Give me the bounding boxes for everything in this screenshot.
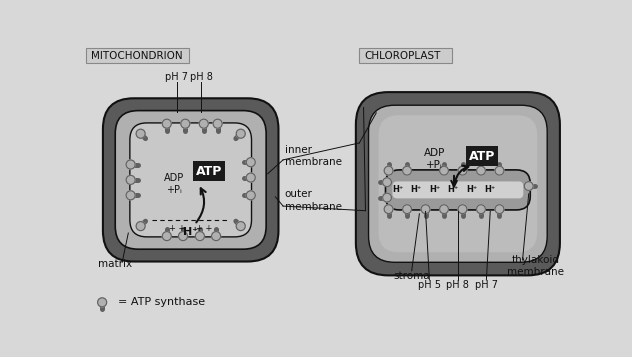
Circle shape bbox=[384, 205, 393, 213]
Circle shape bbox=[136, 222, 145, 231]
Circle shape bbox=[162, 232, 171, 241]
Text: pH 8: pH 8 bbox=[446, 280, 470, 290]
Circle shape bbox=[477, 166, 485, 175]
Circle shape bbox=[136, 129, 145, 138]
Circle shape bbox=[97, 298, 107, 307]
Text: = ATP synthase: = ATP synthase bbox=[118, 297, 205, 307]
Circle shape bbox=[212, 232, 221, 241]
Circle shape bbox=[126, 191, 135, 200]
Text: H⁺: H⁺ bbox=[485, 185, 496, 195]
Text: H⁺: H⁺ bbox=[466, 185, 477, 195]
Text: outer
membrane: outer membrane bbox=[284, 190, 342, 212]
Text: CHLOROPLAST: CHLOROPLAST bbox=[364, 51, 441, 61]
Text: ATP: ATP bbox=[196, 165, 222, 178]
Circle shape bbox=[246, 191, 255, 200]
FancyBboxPatch shape bbox=[356, 92, 560, 275]
Circle shape bbox=[495, 166, 504, 175]
FancyBboxPatch shape bbox=[368, 105, 547, 262]
Circle shape bbox=[236, 129, 245, 138]
Text: ATP: ATP bbox=[468, 150, 495, 162]
FancyBboxPatch shape bbox=[379, 115, 537, 252]
Circle shape bbox=[458, 166, 467, 175]
Circle shape bbox=[525, 182, 533, 191]
FancyBboxPatch shape bbox=[392, 181, 523, 198]
Text: thylakoid
membrane: thylakoid membrane bbox=[507, 255, 564, 277]
Text: ADP
+Pᵢ: ADP +Pᵢ bbox=[164, 172, 184, 195]
Circle shape bbox=[440, 205, 449, 213]
Circle shape bbox=[382, 193, 391, 202]
Circle shape bbox=[162, 119, 171, 128]
FancyBboxPatch shape bbox=[86, 48, 189, 63]
Circle shape bbox=[181, 119, 190, 128]
Circle shape bbox=[178, 232, 188, 241]
Circle shape bbox=[440, 166, 449, 175]
Text: H⁺: H⁺ bbox=[183, 227, 198, 237]
Text: MITOCHONDRION: MITOCHONDRION bbox=[92, 51, 183, 61]
Text: pH 7: pH 7 bbox=[166, 72, 188, 82]
Circle shape bbox=[236, 222, 245, 231]
Text: pH 5: pH 5 bbox=[418, 280, 441, 290]
Circle shape bbox=[246, 158, 255, 167]
FancyBboxPatch shape bbox=[386, 170, 530, 210]
Circle shape bbox=[199, 119, 209, 128]
FancyBboxPatch shape bbox=[115, 111, 266, 249]
Text: pH 8: pH 8 bbox=[190, 72, 213, 82]
Text: ADP
+Pᵢ: ADP +Pᵢ bbox=[424, 148, 446, 170]
Text: + +: + + bbox=[197, 224, 213, 233]
Circle shape bbox=[403, 166, 411, 175]
Circle shape bbox=[384, 166, 393, 175]
Text: stroma: stroma bbox=[393, 271, 430, 281]
FancyBboxPatch shape bbox=[466, 146, 498, 166]
FancyBboxPatch shape bbox=[103, 98, 279, 262]
FancyBboxPatch shape bbox=[358, 48, 453, 63]
Text: H⁺: H⁺ bbox=[411, 185, 422, 195]
Circle shape bbox=[246, 173, 255, 182]
Circle shape bbox=[403, 205, 411, 213]
FancyBboxPatch shape bbox=[193, 161, 226, 181]
Circle shape bbox=[458, 205, 467, 213]
Text: + +: + + bbox=[169, 224, 185, 233]
Circle shape bbox=[495, 205, 504, 213]
Text: pH 7: pH 7 bbox=[475, 280, 498, 290]
Circle shape bbox=[126, 160, 135, 169]
Circle shape bbox=[421, 205, 430, 213]
Text: matrix: matrix bbox=[97, 259, 131, 269]
Circle shape bbox=[126, 175, 135, 185]
Circle shape bbox=[382, 178, 391, 187]
Text: H⁺: H⁺ bbox=[392, 185, 403, 195]
FancyBboxPatch shape bbox=[130, 123, 252, 237]
Text: H⁺: H⁺ bbox=[429, 185, 441, 195]
Text: inner
membrane: inner membrane bbox=[284, 145, 342, 167]
Text: H⁺: H⁺ bbox=[447, 185, 459, 195]
Circle shape bbox=[213, 119, 222, 128]
Circle shape bbox=[477, 205, 485, 213]
Circle shape bbox=[195, 232, 204, 241]
